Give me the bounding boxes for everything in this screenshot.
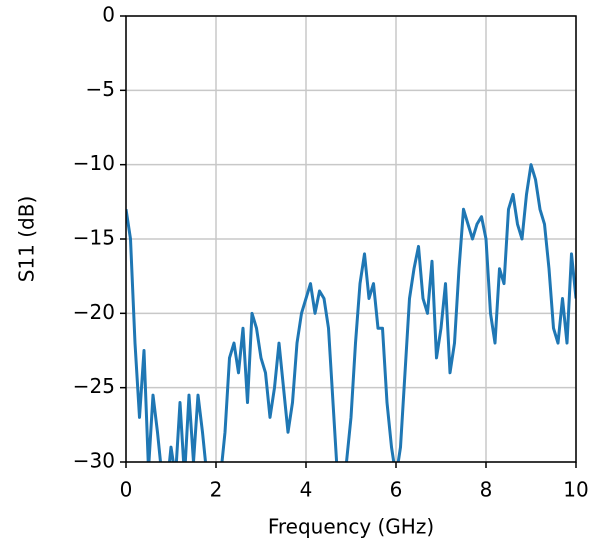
x-tick-label: 10 (563, 478, 588, 502)
x-axis-label: Frequency (GHz) (268, 515, 434, 539)
y-tick-label: −20 (73, 300, 115, 324)
y-tick-label: −25 (73, 374, 115, 398)
y-tick-label: −10 (73, 151, 115, 175)
data-line (126, 163, 576, 462)
x-tick-label: 8 (480, 478, 493, 502)
x-tick-label: 0 (120, 478, 133, 502)
y-axis-label: S11 (dB) (15, 196, 39, 283)
y-tick-label: −15 (73, 226, 115, 250)
y-tick-label: −5 (86, 77, 115, 101)
x-tick-label: 2 (210, 478, 223, 502)
y-tick-label: 0 (102, 3, 115, 27)
x-tick-label: 4 (300, 478, 313, 502)
y-tick-label: −30 (73, 449, 115, 473)
x-tick-label: 6 (390, 478, 403, 502)
